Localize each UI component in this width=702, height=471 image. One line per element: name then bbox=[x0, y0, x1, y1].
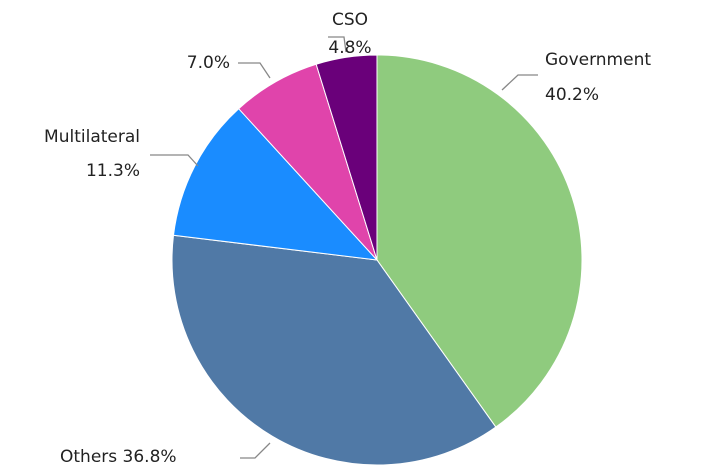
value-label: 4.8% bbox=[328, 38, 371, 58]
value-label: 7.0% bbox=[187, 53, 230, 73]
pie-slice bbox=[172, 108, 379, 261]
value-label: 40.2% bbox=[545, 85, 599, 105]
category-label: Others bbox=[60, 447, 117, 467]
pie-slice bbox=[171, 234, 497, 466]
value-label: 36.8% bbox=[123, 447, 177, 467]
leader-line bbox=[501, 74, 538, 91]
category-label: Government bbox=[545, 50, 651, 70]
leader-line bbox=[328, 36, 347, 53]
slice-label: Others 36.8% bbox=[60, 447, 177, 467]
leader-line bbox=[238, 62, 271, 79]
value-label: 11.3% bbox=[86, 161, 140, 181]
leader-line bbox=[150, 154, 199, 167]
pie-slice bbox=[376, 54, 583, 428]
category-label: CSO bbox=[332, 10, 368, 30]
pie-slice bbox=[315, 54, 378, 261]
leader-line bbox=[240, 442, 271, 459]
category-label: Multilateral bbox=[44, 127, 140, 147]
